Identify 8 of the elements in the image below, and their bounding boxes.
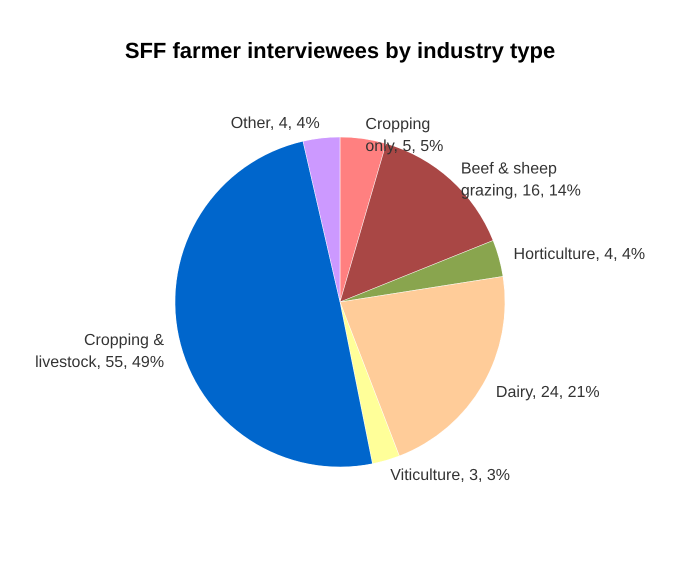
slice-label: Dairy, 24, 21% bbox=[496, 384, 600, 401]
slice-label: Cropping & livestock, 55, 49% bbox=[35, 332, 164, 371]
slice-label: Beef & sheep grazing, 16, 14% bbox=[460, 160, 581, 200]
slice-label: Other, 4, 4% bbox=[230, 115, 320, 132]
slice-label: Cropping only, 5, 5% bbox=[365, 116, 444, 155]
chart-title: SFF farmer interviewees by industry type bbox=[124, 38, 556, 63]
slice-label: Viticulture, 3, 3% bbox=[390, 466, 510, 484]
slice-label: Horticulture, 4, 4% bbox=[514, 246, 646, 264]
